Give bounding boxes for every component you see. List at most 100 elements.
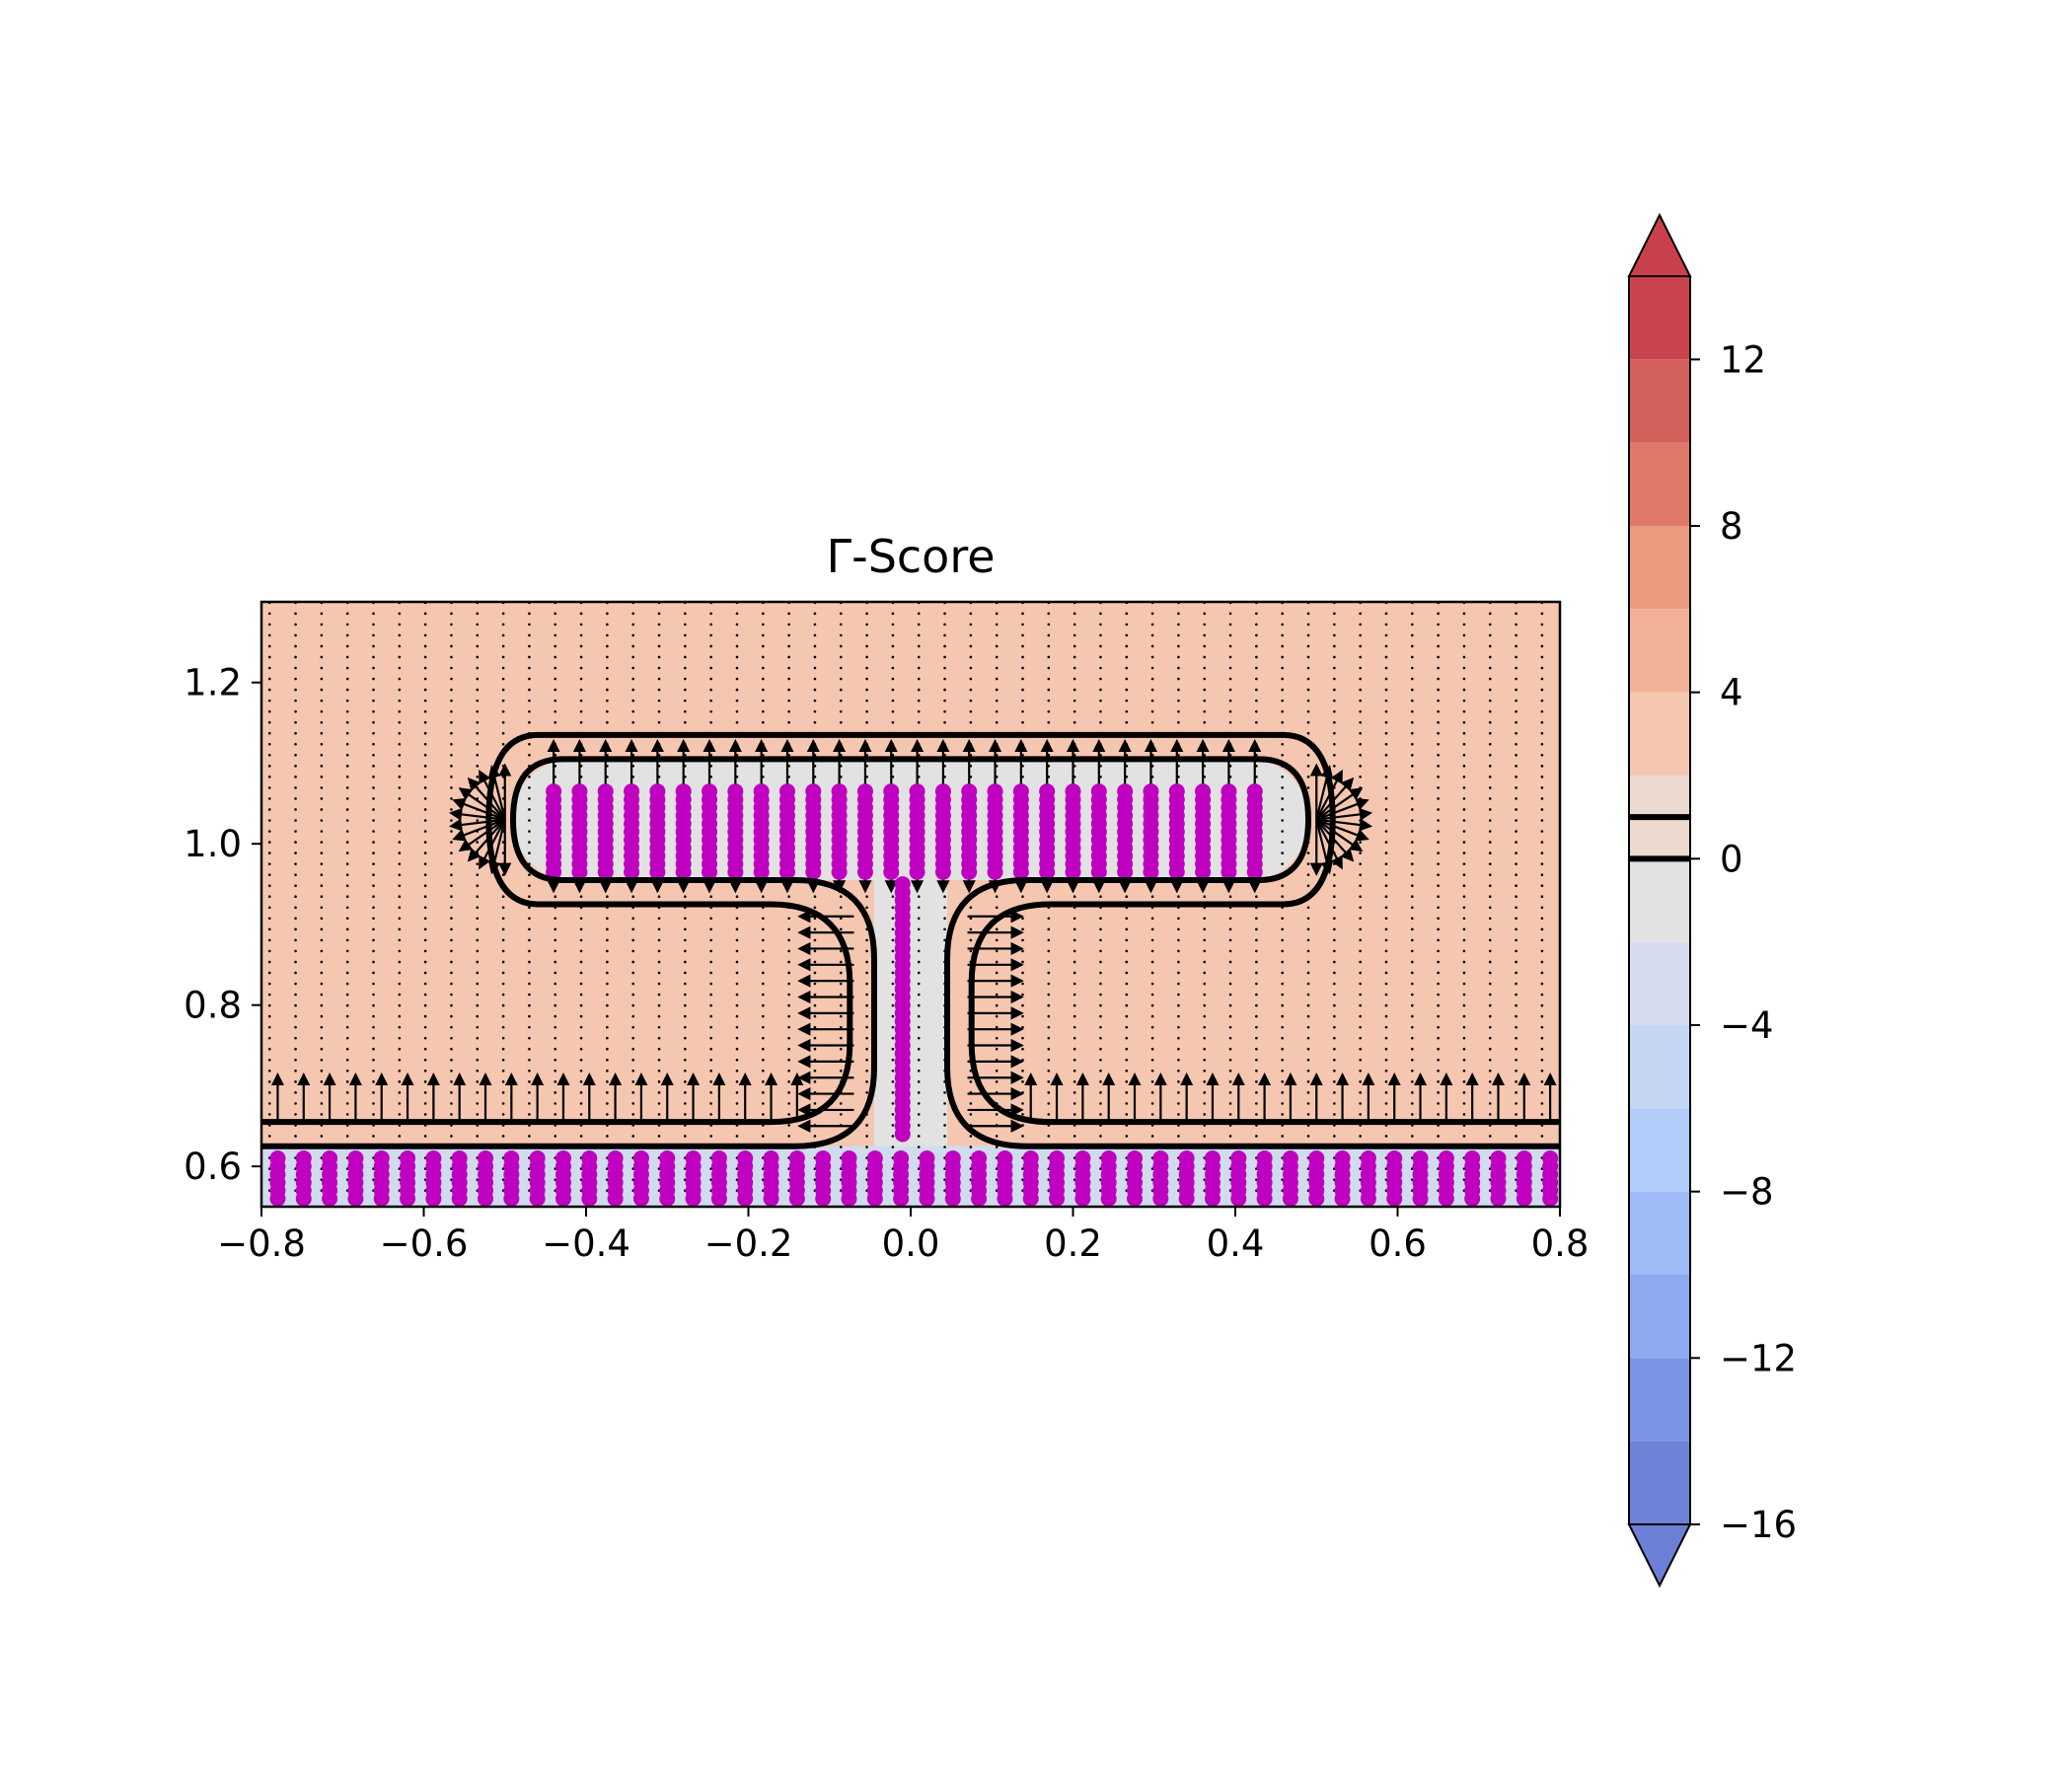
field-dot <box>423 830 427 833</box>
field-dot <box>345 895 349 899</box>
field-dot <box>423 666 427 670</box>
field-dot <box>528 830 531 833</box>
field-dot <box>1047 1014 1051 1018</box>
field-dot <box>450 677 453 681</box>
field-dot <box>891 949 895 953</box>
field-dot <box>709 644 712 648</box>
field-dot <box>1515 623 1517 627</box>
field-dot <box>1488 884 1492 888</box>
field-dot <box>1306 1091 1310 1094</box>
field-dot <box>1333 655 1336 659</box>
field-dot <box>1281 666 1285 670</box>
field-dot <box>762 720 765 724</box>
field-dot <box>1099 688 1102 692</box>
field-dot <box>528 666 531 670</box>
field-dot <box>969 927 973 931</box>
field-dot <box>1411 1113 1414 1116</box>
colorbar-tick-label: 8 <box>1720 505 1743 548</box>
field-dot <box>1488 688 1492 692</box>
field-dot <box>1306 1036 1310 1040</box>
field-dot <box>1333 1069 1336 1073</box>
field-dot <box>1515 862 1517 865</box>
field-dot <box>1150 1080 1154 1083</box>
field-dot <box>1411 1069 1414 1073</box>
particle <box>841 1149 857 1166</box>
field-dot <box>372 1102 375 1105</box>
field-dot <box>1333 1058 1336 1062</box>
field-dot <box>943 699 946 703</box>
field-dot <box>476 938 480 942</box>
quiver-arrow <box>458 818 506 852</box>
field-dot <box>1228 677 1232 681</box>
field-dot <box>1228 1135 1232 1138</box>
field-dot <box>528 1135 531 1138</box>
field-dot <box>917 1025 921 1029</box>
field-dot <box>1281 742 1285 746</box>
field-dot <box>1488 993 1492 997</box>
field-dot <box>1281 655 1285 659</box>
field-dot <box>891 709 895 713</box>
field-dot <box>423 709 427 713</box>
field-dot <box>1099 1025 1102 1029</box>
field-dot <box>1462 851 1466 854</box>
field-dot <box>891 688 895 692</box>
colorbar-tick-label: 12 <box>1720 338 1766 381</box>
field-dot <box>528 851 531 854</box>
field-dot <box>1306 1069 1310 1073</box>
field-dot <box>528 699 531 703</box>
field-dot <box>1437 655 1440 659</box>
field-dot <box>528 917 531 921</box>
field-dot <box>1359 633 1362 637</box>
field-dot <box>1177 1014 1180 1018</box>
field-dot <box>1099 917 1102 921</box>
field-dot <box>1359 1102 1362 1105</box>
field-dot <box>1021 993 1024 997</box>
field-dot <box>1540 851 1544 854</box>
field-dot <box>1515 993 1517 997</box>
field-dot <box>1125 1102 1129 1105</box>
field-dot <box>1255 612 1258 616</box>
field-dot <box>917 1102 921 1105</box>
field-dot <box>1333 765 1336 768</box>
field-dot <box>423 960 427 964</box>
particle <box>478 1149 494 1166</box>
field-dot <box>267 1014 271 1018</box>
field-dot <box>969 1146 973 1148</box>
field-dot <box>528 1014 531 1018</box>
field-dot <box>1047 633 1051 637</box>
particle <box>1334 1149 1351 1166</box>
field-dot <box>1462 830 1466 833</box>
field-dot <box>294 644 297 648</box>
field-dot <box>943 917 946 921</box>
field-dot <box>1203 982 1207 986</box>
field-dot <box>294 1102 297 1105</box>
particle <box>1090 783 1107 800</box>
field-dot <box>787 938 790 942</box>
particle <box>997 1149 1013 1166</box>
field-dot <box>423 1080 427 1083</box>
field-dot <box>606 699 609 703</box>
field-dot <box>1515 906 1517 910</box>
field-dot <box>1411 884 1414 888</box>
field-dot <box>372 797 375 800</box>
field-dot <box>579 960 583 964</box>
field-dot <box>1437 623 1440 627</box>
field-dot <box>1228 927 1232 931</box>
field-dot <box>787 623 790 627</box>
field-dot <box>528 938 531 942</box>
field-dot <box>943 633 946 637</box>
field-dot <box>345 742 349 746</box>
field-dot <box>813 895 817 899</box>
colorbar-level <box>1629 526 1690 610</box>
field-dot <box>320 742 324 746</box>
field-dot <box>1437 927 1440 931</box>
particle <box>831 783 848 800</box>
field-dot <box>1281 709 1285 713</box>
field-dot <box>450 938 453 942</box>
field-dot <box>1281 1102 1285 1105</box>
x-axis: −0.8 −0.6 −0.4 −0.2 0.0 0.2 0.4 0.6 0.8 <box>217 1207 1589 1265</box>
field-dot <box>1462 1058 1466 1062</box>
field-dot <box>372 688 375 692</box>
field-dot <box>1228 960 1232 964</box>
field-dot <box>450 786 453 789</box>
